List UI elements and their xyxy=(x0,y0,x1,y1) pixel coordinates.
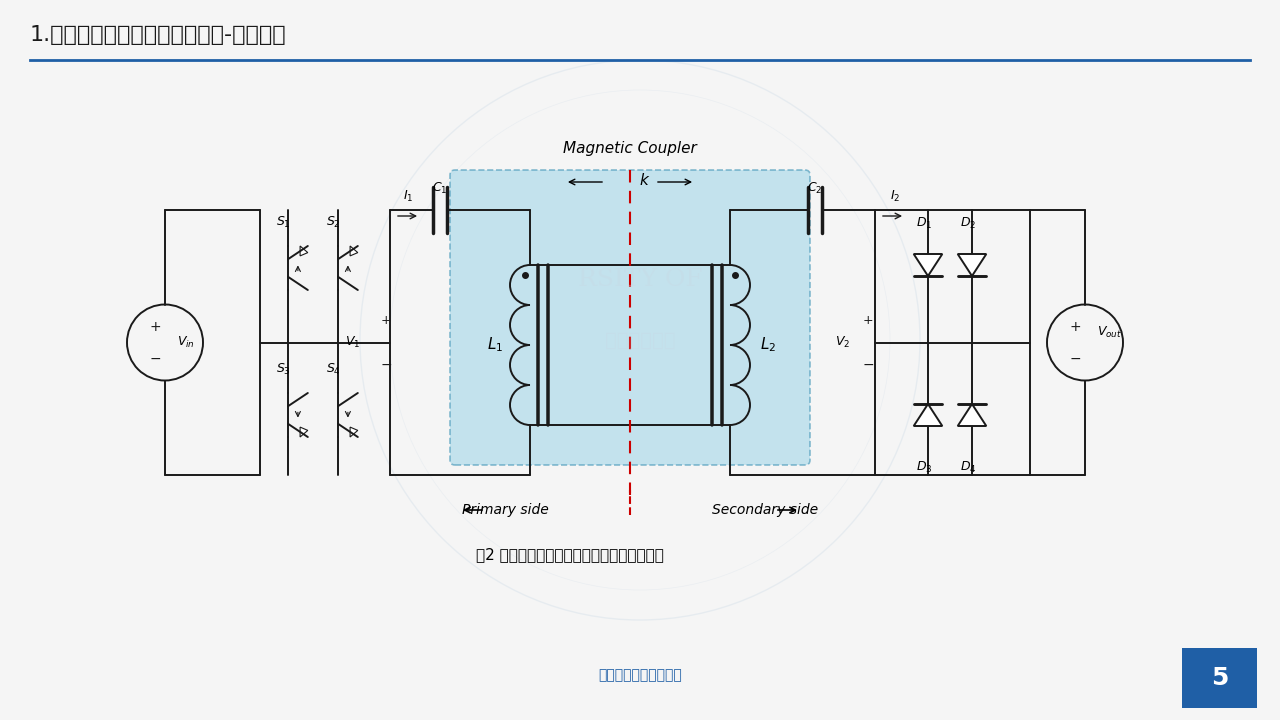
Text: $S_3$: $S_3$ xyxy=(275,362,291,377)
Polygon shape xyxy=(351,427,358,437)
Text: −: − xyxy=(150,351,161,366)
Polygon shape xyxy=(351,246,358,256)
Polygon shape xyxy=(957,254,987,276)
Polygon shape xyxy=(914,254,942,276)
Text: 西安理工大学: 西安理工大学 xyxy=(604,330,676,349)
FancyBboxPatch shape xyxy=(451,170,810,465)
Text: $V_1$: $V_1$ xyxy=(344,335,360,350)
Text: $I_2$: $I_2$ xyxy=(890,189,900,204)
Text: $I_1$: $I_1$ xyxy=(403,189,413,204)
Text: $C_2$: $C_2$ xyxy=(808,181,823,196)
Text: $S_2$: $S_2$ xyxy=(325,215,340,230)
Text: $V_2$: $V_2$ xyxy=(835,335,850,350)
Text: Secondary side: Secondary side xyxy=(712,503,818,517)
Text: RSITY OF: RSITY OF xyxy=(577,269,703,292)
Text: 5: 5 xyxy=(1211,666,1229,690)
Text: $V_{in}$: $V_{in}$ xyxy=(177,335,195,350)
Text: −: − xyxy=(380,358,392,372)
Bar xyxy=(1181,648,1257,708)
Text: $D_4$: $D_4$ xyxy=(960,459,977,474)
Text: $D_2$: $D_2$ xyxy=(960,215,977,230)
Text: $D_1$: $D_1$ xyxy=(916,215,932,230)
Text: −: − xyxy=(863,358,874,372)
Text: +: + xyxy=(863,314,873,327)
Text: $L_1$: $L_1$ xyxy=(486,336,503,354)
Text: Primary side: Primary side xyxy=(462,503,548,517)
Text: $C_1$: $C_1$ xyxy=(433,181,448,196)
Text: 1.水下电场耦合式无线电能传输-研究背景: 1.水下电场耦合式无线电能传输-研究背景 xyxy=(29,25,287,45)
Text: $S_4$: $S_4$ xyxy=(325,362,340,377)
Text: $V_{out}$: $V_{out}$ xyxy=(1097,325,1123,340)
Text: +: + xyxy=(150,320,161,333)
Text: 图2 基本的磁场耦合式无线电能传输系统电路: 图2 基本的磁场耦合式无线电能传输系统电路 xyxy=(476,547,664,562)
Polygon shape xyxy=(914,404,942,426)
Text: $D_3$: $D_3$ xyxy=(916,459,933,474)
Text: +: + xyxy=(380,314,392,327)
Text: 《电工技术学报》发布: 《电工技术学报》发布 xyxy=(598,668,682,682)
Text: −: − xyxy=(1069,351,1080,366)
Text: $L_2$: $L_2$ xyxy=(760,336,776,354)
Polygon shape xyxy=(957,404,987,426)
Text: Magnetic Coupler: Magnetic Coupler xyxy=(563,140,696,156)
Polygon shape xyxy=(300,246,307,256)
Text: +: + xyxy=(1069,320,1080,333)
Text: $S_1$: $S_1$ xyxy=(275,215,291,230)
Polygon shape xyxy=(300,427,307,437)
Text: $k$: $k$ xyxy=(639,172,650,188)
